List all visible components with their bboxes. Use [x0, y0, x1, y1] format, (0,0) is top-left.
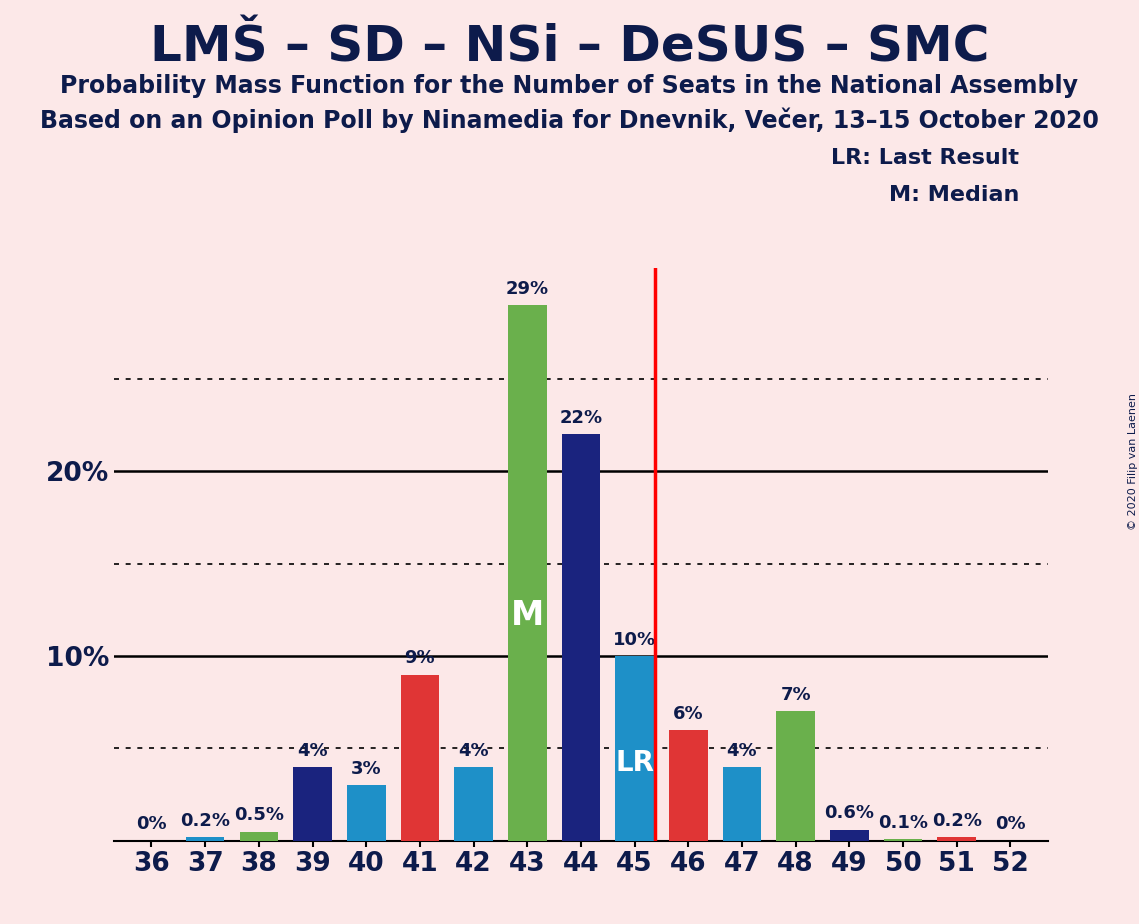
Text: 0.6%: 0.6%: [825, 805, 875, 822]
Bar: [562, 434, 600, 841]
Bar: [937, 837, 976, 841]
Text: © 2020 Filip van Laenen: © 2020 Filip van Laenen: [1129, 394, 1138, 530]
Bar: [401, 675, 440, 841]
Text: 22%: 22%: [559, 409, 603, 427]
Bar: [454, 767, 493, 841]
Text: 0%: 0%: [995, 816, 1025, 833]
Text: 0.2%: 0.2%: [932, 812, 982, 830]
Bar: [615, 656, 654, 841]
Text: Probability Mass Function for the Number of Seats in the National Assembly: Probability Mass Function for the Number…: [60, 74, 1079, 98]
Text: 4%: 4%: [727, 742, 757, 760]
Bar: [186, 837, 224, 841]
Text: 10%: 10%: [613, 631, 656, 649]
Bar: [884, 839, 923, 841]
Text: LR: Last Result: LR: Last Result: [831, 148, 1019, 168]
Bar: [508, 305, 547, 841]
Text: 6%: 6%: [673, 705, 704, 723]
Text: 3%: 3%: [351, 760, 382, 778]
Text: 0.2%: 0.2%: [180, 812, 230, 830]
Bar: [239, 832, 278, 841]
Text: M: M: [510, 600, 543, 632]
Text: LMŠ – SD – NSi – DeSUS – SMC: LMŠ – SD – NSi – DeSUS – SMC: [149, 23, 990, 71]
Text: 7%: 7%: [780, 687, 811, 704]
Bar: [347, 785, 385, 841]
Text: 4%: 4%: [297, 742, 328, 760]
Bar: [722, 767, 761, 841]
Text: LR: LR: [615, 749, 654, 777]
Bar: [293, 767, 331, 841]
Text: 4%: 4%: [458, 742, 489, 760]
Bar: [669, 730, 707, 841]
Bar: [777, 711, 814, 841]
Text: 0.5%: 0.5%: [233, 807, 284, 824]
Text: M: Median: M: Median: [890, 185, 1019, 205]
Text: 0.1%: 0.1%: [878, 814, 928, 832]
Text: Based on an Opinion Poll by Ninamedia for Dnevnik, Večer, 13–15 October 2020: Based on an Opinion Poll by Ninamedia fo…: [40, 107, 1099, 133]
Text: 9%: 9%: [404, 650, 435, 667]
Text: 29%: 29%: [506, 280, 549, 298]
Text: 0%: 0%: [137, 816, 166, 833]
Bar: [830, 830, 869, 841]
